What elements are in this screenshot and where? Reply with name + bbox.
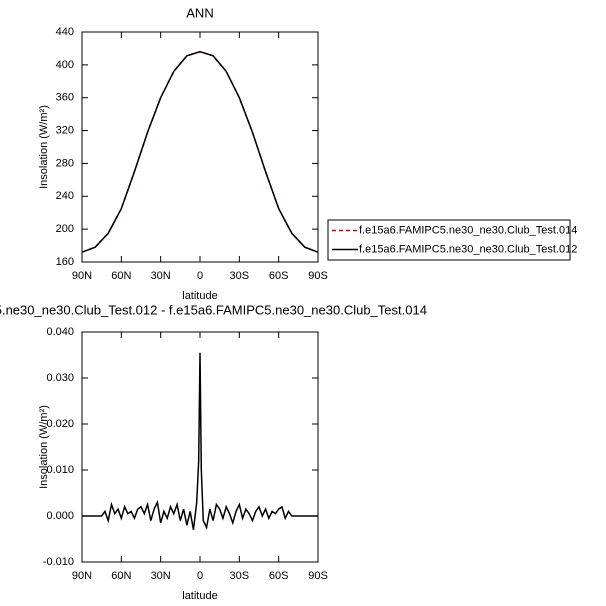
x-axis-label: latitude bbox=[182, 290, 217, 302]
y-axis-label: Insolation (W/m²) bbox=[38, 105, 50, 189]
y-tick-label: 160 bbox=[56, 256, 74, 268]
x-tick-label: 60S bbox=[269, 570, 289, 582]
plot-frame bbox=[81, 31, 319, 263]
x-tick-label: 90S bbox=[308, 270, 328, 282]
y-tick-label: 0.000 bbox=[46, 510, 74, 522]
x-tick-label: 60N bbox=[111, 570, 131, 582]
legend-box bbox=[327, 219, 571, 261]
series-line bbox=[82, 352, 318, 530]
y-tick-label: 320 bbox=[56, 124, 74, 136]
x-tick-label: 30N bbox=[151, 270, 171, 282]
series-line bbox=[81, 50, 319, 253]
legend-label: f.e15a6.FAMIPC5.ne30_ne30.Club_Test.012 bbox=[359, 243, 577, 255]
x-tick-label: 30S bbox=[230, 570, 250, 582]
chart-title: ANN bbox=[186, 5, 213, 20]
legend-label: f.e15a6.FAMIPC5.ne30_ne30.Club_Test.014 bbox=[359, 224, 577, 236]
x-tick-label: 30N bbox=[151, 570, 171, 582]
x-tick-label: 30S bbox=[230, 270, 250, 282]
y-axis-label: Insolation (W/m²) bbox=[38, 405, 50, 489]
x-tick-label: 60S bbox=[269, 270, 289, 282]
y-tick-label: 0.040 bbox=[46, 326, 74, 338]
y-tick-label: 0.030 bbox=[46, 372, 74, 384]
y-tick-label: 0.010 bbox=[46, 464, 74, 476]
x-axis-label: latitude bbox=[182, 590, 217, 602]
x-tick-label: 0 bbox=[197, 270, 203, 282]
x-tick-label: 90S bbox=[308, 570, 328, 582]
chart-title: IPC5.ne30_ne30.Club_Test.012 - f.e15a6.F… bbox=[0, 302, 427, 317]
y-tick-label: 0.020 bbox=[46, 418, 74, 430]
x-tick-label: 90N bbox=[72, 570, 92, 582]
y-tick-label: 440 bbox=[56, 26, 74, 38]
y-tick-label: 200 bbox=[56, 223, 74, 235]
y-tick-label: -0.010 bbox=[43, 556, 74, 568]
x-tick-label: 0 bbox=[197, 570, 203, 582]
y-tick-label: 360 bbox=[56, 92, 74, 104]
y-tick-label: 280 bbox=[56, 157, 74, 169]
y-tick-label: 400 bbox=[56, 59, 74, 71]
y-tick-label: 240 bbox=[56, 190, 74, 202]
series-line bbox=[81, 50, 319, 253]
x-tick-label: 60N bbox=[111, 270, 131, 282]
x-tick-label: 90N bbox=[72, 270, 92, 282]
